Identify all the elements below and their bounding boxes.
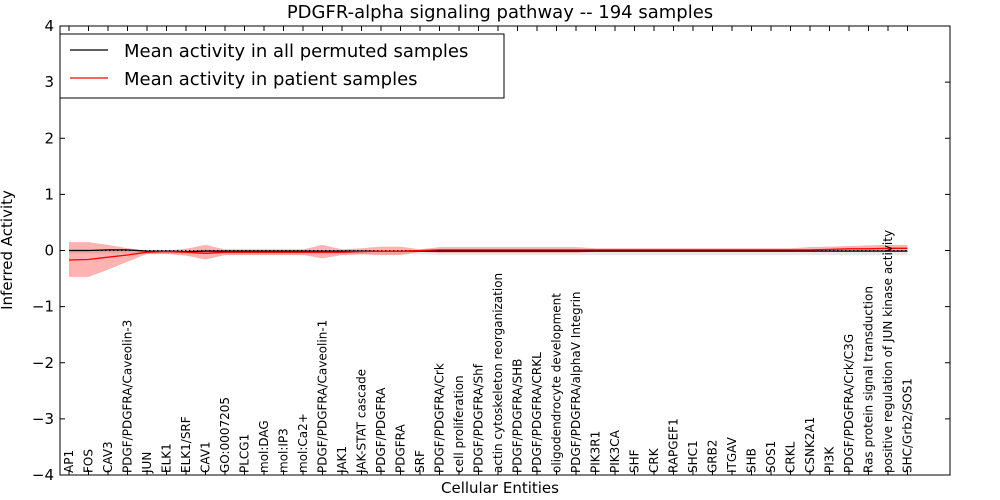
x-category-label: PDGFRA <box>394 423 408 473</box>
x-category-label: ELK1 <box>160 443 174 473</box>
x-category-label: PDGF/PDGFRA <box>374 387 388 473</box>
band-series-1 <box>69 242 908 277</box>
x-category-label: ELK1/SRF <box>179 416 193 473</box>
x-category-label: JAK-STAT cascade <box>355 369 369 474</box>
series-lines <box>68 247 908 261</box>
x-category-label: PDGF/PDGFRA/Shf <box>472 363 486 473</box>
x-category-label: CRKL <box>784 441 798 473</box>
x-category-label: CAV3 <box>101 441 115 473</box>
x-category-label: PIK3R1 <box>589 431 603 473</box>
series-line-1 <box>68 247 908 261</box>
x-category-label: JAK1 <box>335 446 349 474</box>
legend: Mean activity in all permuted samples Me… <box>59 33 505 99</box>
y-tick-label: −1 <box>32 298 54 316</box>
y-tick-label: −3 <box>32 410 54 428</box>
x-category-label: SHF <box>628 449 642 473</box>
y-tick-label: 2 <box>44 129 54 147</box>
x-category-label: AP1 <box>62 450 76 473</box>
x-category-label: SHC1 <box>686 440 700 473</box>
x-category-label: CRK <box>647 447 661 473</box>
x-category-label: PDGF/PDGFRA/Caveolin-1 <box>316 320 330 473</box>
y-tick-label: 3 <box>44 73 54 91</box>
x-category-label: SHC/Grb2/SOS1 <box>901 378 915 473</box>
x-category-label: FOS <box>82 449 96 473</box>
x-category-label: GRB2 <box>706 439 720 473</box>
x-category-label: GO:0007205 <box>218 397 232 473</box>
x-category-label: JUN <box>140 452 154 474</box>
x-category-label: cell proliferation <box>452 375 466 473</box>
x-category-label: positive regulation of JUN kinase activi… <box>881 230 895 473</box>
x-category-label: PDGF/PDGFRA/Crk <box>433 363 447 473</box>
legend-box <box>59 33 505 99</box>
x-category-label: CAV1 <box>199 441 213 473</box>
x-category-label: PDGF/PDGFRA/SHB <box>511 359 525 473</box>
y-axis: 4 3 2 1 0 −1 −2 −3 −4 <box>32 17 950 484</box>
x-category-label: PDGF/PDGFRA/Caveolin-3 <box>121 320 135 473</box>
x-category-label: PI3K <box>823 446 837 473</box>
x-category-label: PDGF/PDGFRA/CRKL <box>530 352 544 473</box>
x-category-label: mol:IP3 <box>277 428 291 473</box>
x-category-label: RAPGEF1 <box>667 418 681 473</box>
y-tick-label: 4 <box>44 17 54 35</box>
x-category-label: SHB <box>745 448 759 473</box>
x-category-label: mol:Ca2+ <box>296 413 310 473</box>
x-axis-title: Cellular Entities <box>441 479 559 497</box>
y-tick-label: −4 <box>32 466 54 484</box>
x-category-label: SRF <box>413 450 427 473</box>
x-category-label: PIK3CA <box>608 429 622 473</box>
x-axis: AP1 FOS CAV3 PDGF/PDGFRA/Caveolin-3 JUN ELK1 E… <box>62 26 915 475</box>
y-tick-label: 0 <box>44 242 54 260</box>
x-category-label: actin cytoskeleton reorganization <box>491 273 505 473</box>
x-category-label: Ras protein signal transduction <box>862 286 876 473</box>
x-category-label: oligodendrocyte development <box>550 293 564 473</box>
chart-title: PDGFR-alpha signaling pathway -- 194 sam… <box>287 2 713 23</box>
confidence-bands <box>69 242 908 277</box>
x-category-label: SOS1 <box>764 441 778 473</box>
x-category-label: PLCG1 <box>238 434 252 473</box>
x-category-label: CSNK2A1 <box>803 417 817 473</box>
x-category-label: PDGF/PDGFRA/Crk/C3G <box>842 334 856 473</box>
y-tick-label: 1 <box>44 185 54 203</box>
x-category-label: ITGAV <box>725 436 739 473</box>
y-axis-title: Inferred Activity <box>0 190 16 310</box>
series-line-0 <box>69 249 908 253</box>
x-category-label: PDGF/PDGFRA/alphaV Integrin <box>569 291 583 473</box>
legend-label-patient: Mean activity in patient samples <box>124 69 418 90</box>
y-tick-label: −2 <box>32 354 54 372</box>
x-category-label: mol:DAG <box>257 420 271 473</box>
legend-label-permuted: Mean activity in all permuted samples <box>124 41 468 62</box>
